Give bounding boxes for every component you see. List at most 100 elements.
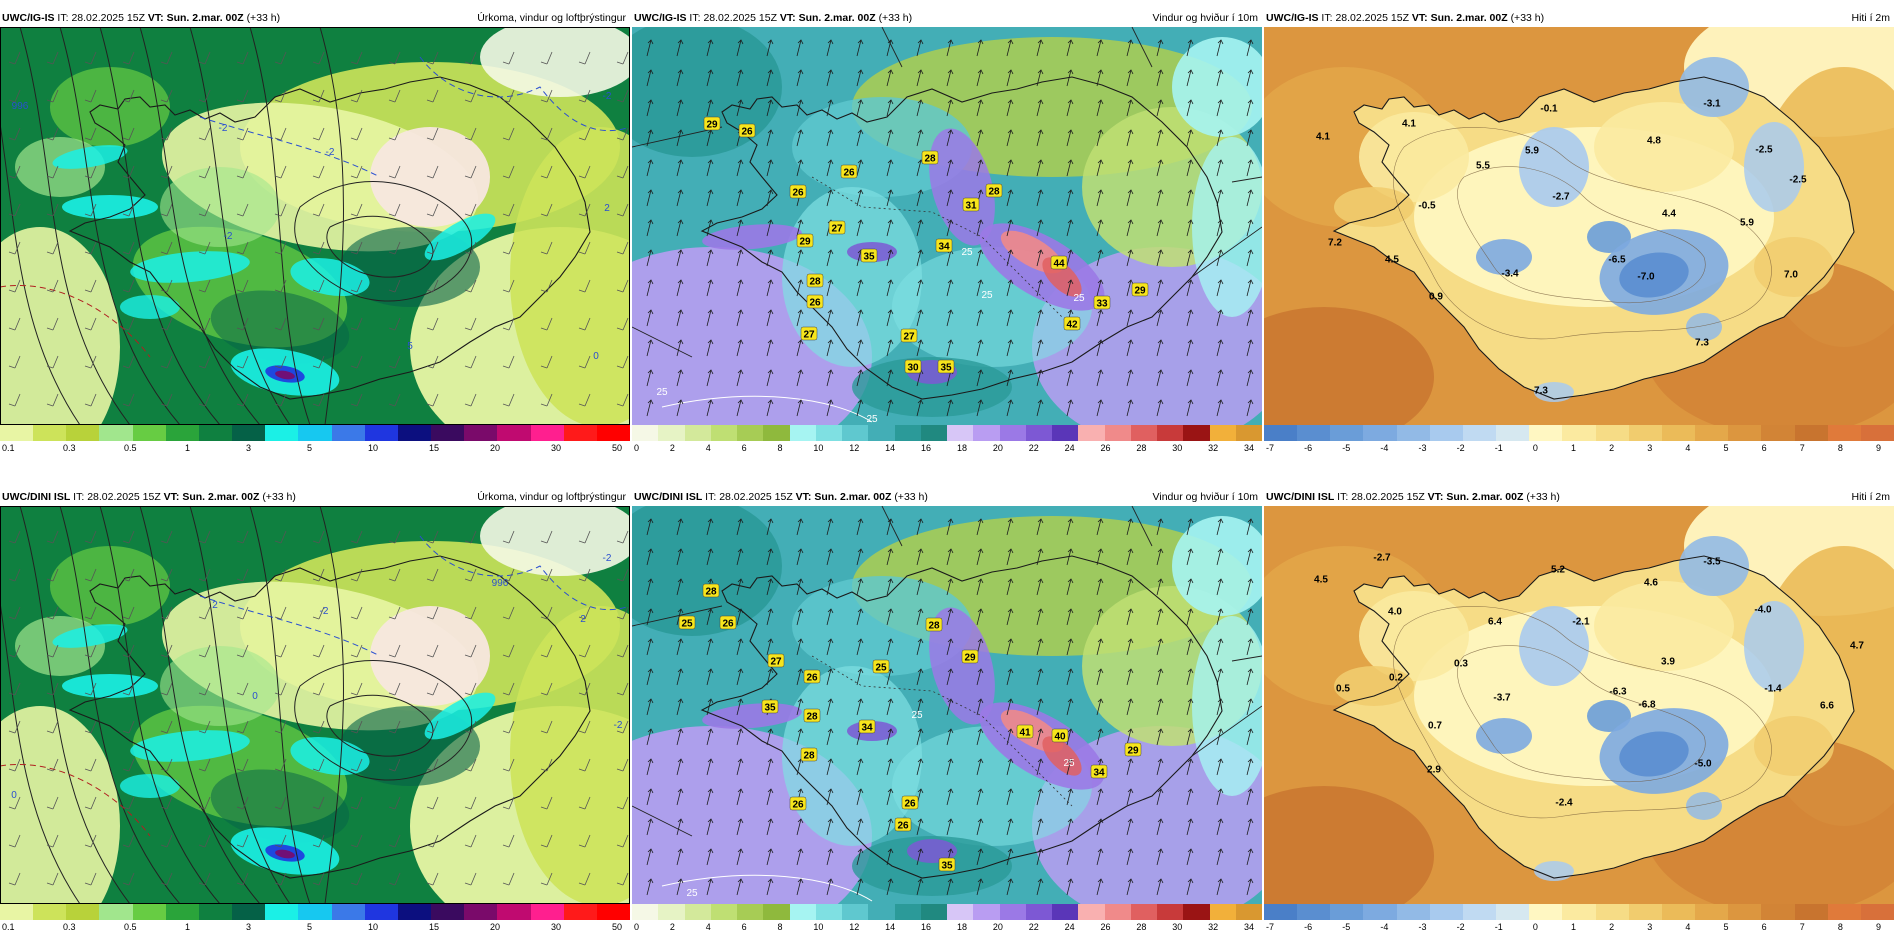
colorbar-swatch [0, 425, 34, 441]
colorbar-swatch [1761, 904, 1795, 920]
temperature-value-label: 7.2 [1328, 238, 1342, 249]
colorbar-tick-label: -1 [1494, 922, 1503, 932]
colorbar-swatch [1628, 425, 1662, 441]
contour-label: 2 [604, 203, 610, 214]
colorbar-tick-label: 6 [741, 443, 747, 453]
gust-value-label: 34 [938, 242, 950, 253]
map-field-precip[interactable]: -2 -2 2 5 0 -2 996 -2 [0, 27, 630, 425]
colorbar-tick-label: 4 [1685, 443, 1691, 453]
panel-title: UWC/DINI ISL IT: 28.02.2025 15Z VT: Sun.… [0, 489, 630, 505]
colorbar-tick-label: -6 [1304, 922, 1313, 932]
colorbar-swatch [1529, 904, 1563, 920]
colorbar-swatch [1264, 425, 1298, 441]
valid-time: Sun. 2.mar. 00Z [798, 12, 876, 24]
colorbar-swatch [632, 904, 659, 920]
colorbar-swatch [1235, 425, 1262, 441]
colorbar-tick-label: 18 [956, 922, 967, 932]
colorbar-tick-label: 12 [849, 443, 860, 453]
colorbar-swatch [1052, 904, 1079, 920]
gust-value-label: 28 [803, 751, 815, 762]
model-name: UWC/DINI ISL [634, 491, 703, 503]
temperature-value-label: 7.3 [1534, 386, 1548, 397]
colorbar-tick-label: 28 [1136, 922, 1147, 932]
product-name: Úrkoma, vindur og loftþrýstingur [477, 12, 626, 24]
gust-value-label: 31 [965, 201, 977, 212]
gust-value-label: 34 [1093, 768, 1105, 779]
map-canvas[interactable]: 25 25 25 28 25 26 28 27 29 26 25 35 28 34 41 40 29 28 34 26… [632, 506, 1262, 904]
colorbar-swatch [1661, 425, 1696, 441]
map-field-precip[interactable]: -2 2 0 -2 0 -2 996 2 [0, 506, 630, 904]
colorbar-swatch [1761, 425, 1795, 441]
colorbar-swatch [1363, 904, 1397, 920]
colorbar-swatch [33, 904, 67, 920]
contour-label: -2 [219, 123, 228, 134]
contour-label: 25 [961, 247, 973, 258]
colorbar-tick-label: 50 [612, 443, 623, 453]
panel-title: UWC/IG-IS IT: 28.02.2025 15Z VT: Sun. 2.… [1264, 10, 1894, 26]
colorbar-tick-label: 22 [1028, 922, 1039, 932]
temperature-value-label: -2.7 [1373, 553, 1391, 564]
lead-time: (+33 h) [246, 12, 281, 24]
map-field-temp[interactable]: -3.1 4.1 -0.1 4.1 4.8 -2.5 5.5 5.9 -2.5 -0.5 -2.7 4… [1264, 27, 1894, 425]
colorbar-swatch [497, 904, 531, 920]
gust-value-label: 35 [940, 363, 952, 374]
colorbar-swatch [1209, 904, 1236, 920]
colorbar-swatch [737, 425, 764, 441]
map-canvas[interactable]: -2 2 0 -2 0 -2 996 2 [0, 506, 630, 904]
colorbar-swatch [973, 425, 1000, 441]
colorbar-swatch [1396, 425, 1430, 441]
lead-time: (+33 h) [878, 12, 913, 24]
gust-value-label: 28 [928, 621, 940, 632]
temperature-value-label: 0.9 [1429, 292, 1443, 303]
temperature-value-label: 4.7 [1850, 641, 1864, 652]
colorbar-swatch [1104, 425, 1131, 441]
colorbar-tick-label: 16 [921, 922, 932, 932]
colorbar-swatch [658, 904, 685, 920]
contour-label: 25 [656, 387, 668, 398]
panel-title: UWC/DINI ISL IT: 28.02.2025 15Z VT: Sun.… [632, 489, 1262, 505]
colorbar-swatch [198, 904, 233, 920]
colorbar-swatch [464, 904, 498, 920]
contour-label: -2 [603, 91, 612, 102]
temperature-value-label: 5.9 [1740, 218, 1754, 229]
panel-title: UWC/IG-IS IT: 28.02.2025 15Z VT: Sun. 2.… [632, 10, 1262, 26]
init-time: 28.02.2025 15Z [703, 12, 777, 24]
colorbar-tick-label: 30 [551, 922, 562, 932]
gust-value-label: 28 [705, 587, 717, 598]
colorbar-tick-label: -6 [1304, 443, 1313, 453]
gust-value-label: 30 [907, 363, 919, 374]
gust-value-label: 40 [1054, 732, 1066, 743]
colorbar-swatch [868, 425, 895, 441]
colorbar-tick-label: 32 [1208, 443, 1219, 453]
gust-value-label: 26 [904, 799, 916, 810]
colorbar-tick-label: 22 [1028, 443, 1039, 453]
temperature-value-label: -7.0 [1637, 272, 1655, 283]
colorbar-swatch [33, 425, 67, 441]
colorbar-tick-label: 3 [246, 443, 252, 453]
map-canvas[interactable]: -3.1 4.1 -0.1 4.1 4.8 -2.5 5.5 5.9 -2.5 -0.5 -2.7 4… [1264, 27, 1894, 425]
run-info: UWC/IG-IS IT: 28.02.2025 15Z VT: Sun. 2.… [1266, 10, 1544, 26]
map-canvas[interactable]: -3.5 -2.7 5.2 4.5 4.6 4.0 -4.0 6.4 -2.1 4.7 0.3 3.9… [1264, 506, 1894, 904]
colorbar-swatch [1157, 904, 1184, 920]
map-field-wind[interactable]: 25 25 25 28 25 26 28 27 29 26 25 35 28 34 41 40 29 28 34 26… [632, 506, 1262, 904]
colorbar-tick-label: 14 [885, 443, 896, 453]
colorbar-tick-label: 0 [634, 922, 640, 932]
colorbar-swatch [1209, 425, 1236, 441]
colorbar-swatch [232, 425, 266, 441]
colorbar-swatch [1496, 904, 1530, 920]
map-field-wind[interactable]: 25 25 25 25 25 29 26 26 28 26 31 28 27 29 34 35 44 28 26 29… [632, 27, 1262, 425]
colorbar-swatch [265, 904, 299, 920]
colorbar-swatch [364, 904, 398, 920]
colorbar-tick-label: -3 [1418, 443, 1427, 453]
map-canvas[interactable]: -2 -2 2 5 0 -2 996 -2 [0, 27, 630, 425]
colorbar-swatch [815, 425, 842, 441]
map-field-temp[interactable]: -3.5 -2.7 5.2 4.5 4.6 4.0 -4.0 6.4 -2.1 4.7 0.3 3.9… [1264, 506, 1894, 904]
map-canvas[interactable]: 25 25 25 25 25 29 26 26 28 26 31 28 27 29 34 35 44 28 26 29… [632, 27, 1262, 425]
colorbar-swatch [710, 425, 737, 441]
temperature-value-label: 0.3 [1454, 659, 1468, 670]
gust-value-label: 42 [1066, 320, 1078, 331]
valid-time: Sun. 2.mar. 00Z [182, 491, 260, 503]
colorbar-swatch [842, 904, 869, 920]
temperature-value-label: 4.4 [1662, 209, 1676, 220]
contour-label: 25 [981, 290, 993, 301]
